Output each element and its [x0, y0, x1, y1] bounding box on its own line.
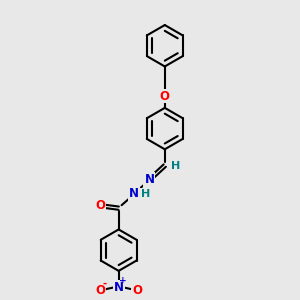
Text: H: H: [171, 160, 181, 171]
Text: -: -: [103, 279, 107, 289]
Text: O: O: [160, 89, 170, 103]
Text: H: H: [141, 189, 150, 199]
Text: O: O: [95, 284, 105, 297]
Text: N: N: [129, 188, 139, 200]
Text: O: O: [95, 199, 105, 212]
Text: +: +: [119, 276, 127, 285]
Text: N: N: [114, 280, 124, 294]
Text: N: N: [144, 173, 154, 186]
Text: O: O: [132, 284, 142, 297]
